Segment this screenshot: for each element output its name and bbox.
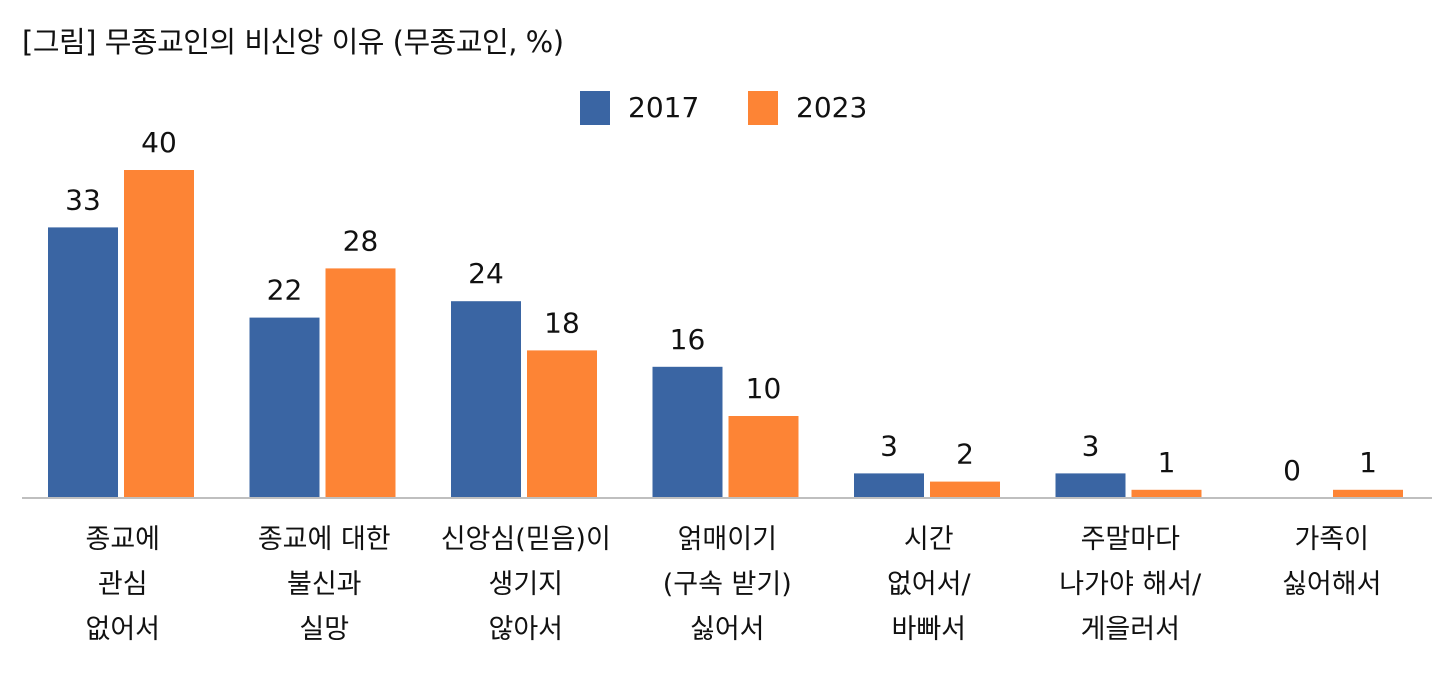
value-label-2023-6: 1 (1359, 446, 1377, 479)
value-label-2023-1: 28 (343, 224, 379, 257)
bar-2023-2 (527, 350, 597, 498)
category-label-line: 시간 (904, 524, 954, 555)
category-label-line: (구속 받기) (663, 569, 792, 600)
bar-2023-3 (728, 416, 799, 498)
value-label-2017-4: 3 (880, 429, 898, 462)
value-label-2017-1: 22 (267, 274, 303, 307)
value-label-2017-5: 3 (1082, 429, 1100, 462)
bar-2017-2 (451, 301, 521, 498)
bar-2017-5 (1055, 473, 1126, 498)
category-label-line: 싫어서 (690, 614, 765, 645)
value-label-2023-3: 10 (746, 372, 782, 405)
value-label-2023-0: 40 (141, 126, 177, 159)
legend-swatch-2017 (580, 91, 610, 125)
legend: 2017 2023 (580, 91, 867, 125)
category-label-line: 신앙심(믿음)이 (441, 524, 611, 555)
category-label-line: 않아서 (488, 614, 563, 645)
category-label-line: 얽매이기 (678, 524, 777, 555)
category-label-line: 불신과 (287, 569, 362, 600)
value-label-2017-3: 16 (670, 323, 706, 356)
category-label-3: 얽매이기 (구속 받기) 싫어서 (663, 524, 792, 645)
bar-2017-0 (48, 227, 118, 498)
legend-label-2023: 2023 (796, 91, 867, 124)
bar-2023-5 (1131, 489, 1202, 498)
bar-2023-1 (325, 268, 396, 498)
chart-title: [그림] 무종교인의 비신앙 이유 (무종교인, %) (22, 25, 564, 59)
value-label-2017-2: 24 (468, 257, 504, 290)
category-label-line: 싫어해서 (1282, 569, 1381, 600)
bar-2017-4 (854, 473, 924, 498)
value-label-2023-4: 2 (956, 438, 974, 471)
category-label-line: 주말마다 (1081, 524, 1181, 555)
legend-swatch-2023 (748, 91, 778, 125)
bar-2017-3 (652, 366, 723, 498)
category-label-line: 관심 (98, 569, 148, 600)
bar-2017-1 (249, 317, 320, 498)
category-label-line: 종교에 (85, 524, 160, 555)
category-label-line: 나가야 해서/ (1059, 569, 1202, 600)
bar-2023-6 (1333, 489, 1403, 498)
bar-2023-4 (930, 481, 1000, 498)
category-label-line: 게을러서 (1081, 614, 1180, 645)
bars (48, 170, 1403, 498)
value-label-2023-2: 18 (544, 306, 580, 339)
category-label-line: 가족이 (1294, 524, 1369, 555)
bar-2023-0 (124, 170, 194, 498)
value-label-2017-6: 0 (1283, 454, 1301, 487)
legend-label-2017: 2017 (628, 91, 699, 124)
category-label-line: 없어서 (85, 614, 160, 645)
category-label-line: 없어서/ (887, 569, 972, 600)
category-label-line: 실망 (299, 614, 349, 645)
value-label-2023-5: 1 (1158, 446, 1176, 479)
category-label-line: 바빠서 (891, 614, 966, 645)
category-label-line: 생기지 (488, 569, 563, 600)
category-label-line: 종교에 대한 (258, 524, 391, 555)
value-label-2017-0: 33 (65, 183, 101, 216)
